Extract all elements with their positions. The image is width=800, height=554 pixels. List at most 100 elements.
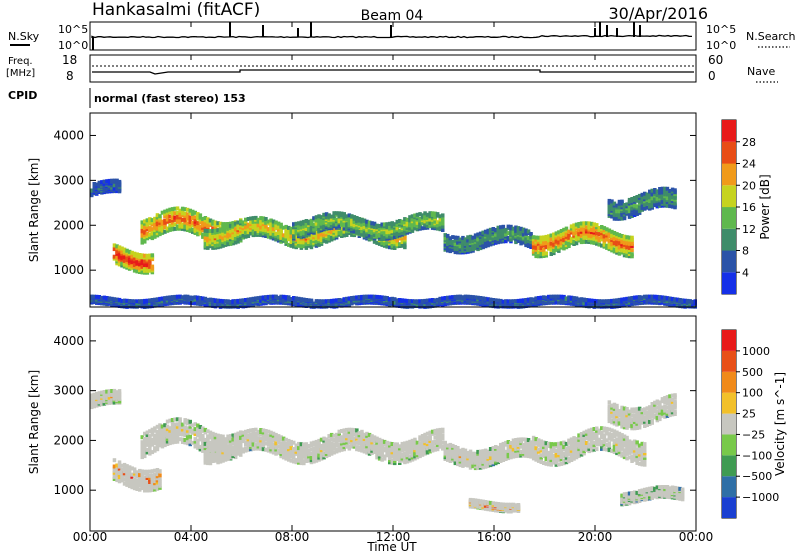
heatmap-cell (150, 479, 155, 484)
heatmap-cell (299, 220, 304, 225)
colorbar-swatch (722, 250, 736, 273)
heatmap-cell (153, 230, 157, 235)
heatmap-cell (362, 300, 367, 305)
heatmap-cell (165, 215, 170, 220)
heatmap-cell (542, 239, 546, 244)
heatmap-cell (529, 232, 533, 236)
heatmap-cell (531, 235, 536, 240)
heatmap-cell (577, 222, 581, 226)
heatmap-cell (97, 180, 102, 185)
heatmap-cell (201, 221, 205, 226)
heatmap-cell (145, 482, 150, 487)
heatmap-cell (574, 235, 579, 239)
freq-left-label-1: Freq. (8, 56, 33, 67)
heatmap-cell (145, 440, 150, 445)
heatmap-cell (100, 296, 104, 300)
heatmap-cell (150, 298, 155, 302)
heatmap-cell (334, 298, 339, 303)
heatmap-cell (357, 218, 362, 223)
heatmap-cell (428, 211, 432, 216)
heatmap-cell (602, 236, 607, 241)
heatmap-cell (140, 452, 144, 457)
heatmap-cell (178, 213, 182, 218)
freq-right-tick-top: 60 (708, 53, 723, 67)
heatmap-cell (196, 295, 200, 300)
power-colorbar-label: Power [dB] (758, 174, 772, 239)
heatmap-cell (605, 227, 609, 232)
heatmap-cell (148, 228, 152, 233)
heatmap-cell (155, 480, 160, 485)
heatmap-cell (287, 242, 291, 247)
heatmap-cell (178, 224, 182, 229)
heatmap-cell (574, 241, 579, 246)
heatmap-cell (276, 225, 281, 230)
heatmap-cell (552, 294, 556, 299)
heatmap-cell (617, 245, 622, 250)
heatmap-cell (115, 178, 119, 183)
heatmap-cell (615, 248, 619, 253)
heatmap-cell (569, 226, 574, 231)
heatmap-cell (203, 218, 208, 223)
heatmap-cell (627, 248, 632, 252)
heatmap-cell (632, 295, 637, 300)
heatmap-cell (398, 228, 402, 233)
heatmap-cell (125, 464, 129, 469)
heatmap-cell (663, 201, 667, 206)
heatmap-cell (193, 226, 197, 231)
heatmap-cell (342, 233, 346, 238)
heatmap-cell (193, 219, 197, 224)
heatmap-cell (458, 237, 463, 242)
heatmap-cell (180, 211, 185, 216)
heatmap-cell (552, 240, 556, 245)
heatmap-cell (185, 294, 190, 299)
heatmap-cell (143, 488, 147, 493)
heatmap-cell (559, 294, 564, 299)
heatmap-cell (314, 215, 319, 220)
heatmap-cell (443, 296, 447, 300)
heatmap-cell (178, 222, 182, 227)
heatmap-cell (117, 395, 122, 400)
heatmap-cell (451, 248, 455, 253)
heatmap-cell (125, 298, 129, 303)
heatmap-cell (367, 294, 372, 299)
heatmap-cell (610, 236, 614, 240)
heatmap-cell (511, 229, 516, 234)
heatmap-cell (531, 237, 536, 242)
heatmap-cell (418, 212, 422, 217)
heatmap-cell (615, 203, 619, 208)
heatmap-cell (514, 225, 518, 230)
heatmap-cell (554, 294, 559, 299)
heatmap-cell (491, 298, 495, 302)
heatmap-cell (314, 299, 319, 304)
heatmap-cell (158, 296, 162, 301)
heatmap-cell (332, 211, 336, 216)
heatmap-cell (595, 223, 599, 228)
heatmap-cell (211, 226, 215, 231)
heatmap-cell (92, 401, 96, 406)
heatmap-cell (170, 227, 175, 232)
heatmap-cell (620, 297, 624, 302)
heatmap-cell (158, 227, 162, 232)
heatmap-cell (193, 210, 197, 215)
heatmap-cell (433, 298, 437, 303)
heatmap-cell (579, 225, 584, 230)
heatmap-cell (158, 225, 162, 230)
heatmap-cell (582, 239, 586, 244)
heatmap-cell (302, 229, 306, 234)
heatmap-cell (360, 294, 364, 299)
heatmap-cell (605, 243, 609, 248)
heatmap-cell (145, 253, 150, 258)
heatmap-cell (180, 224, 185, 229)
heatmap-cell (155, 222, 160, 227)
heatmap-cell (564, 234, 569, 239)
heatmap-cell (413, 213, 417, 218)
heatmap-cell (645, 201, 649, 206)
heatmap-cell (403, 298, 407, 303)
heatmap-cell (140, 220, 144, 225)
heatmap-cell (372, 221, 377, 226)
heatmap-cell (206, 245, 210, 250)
heatmap-cell (635, 295, 639, 300)
heatmap-cell (150, 253, 155, 258)
heatmap-cell (688, 299, 692, 304)
heatmap-cell (221, 224, 225, 229)
